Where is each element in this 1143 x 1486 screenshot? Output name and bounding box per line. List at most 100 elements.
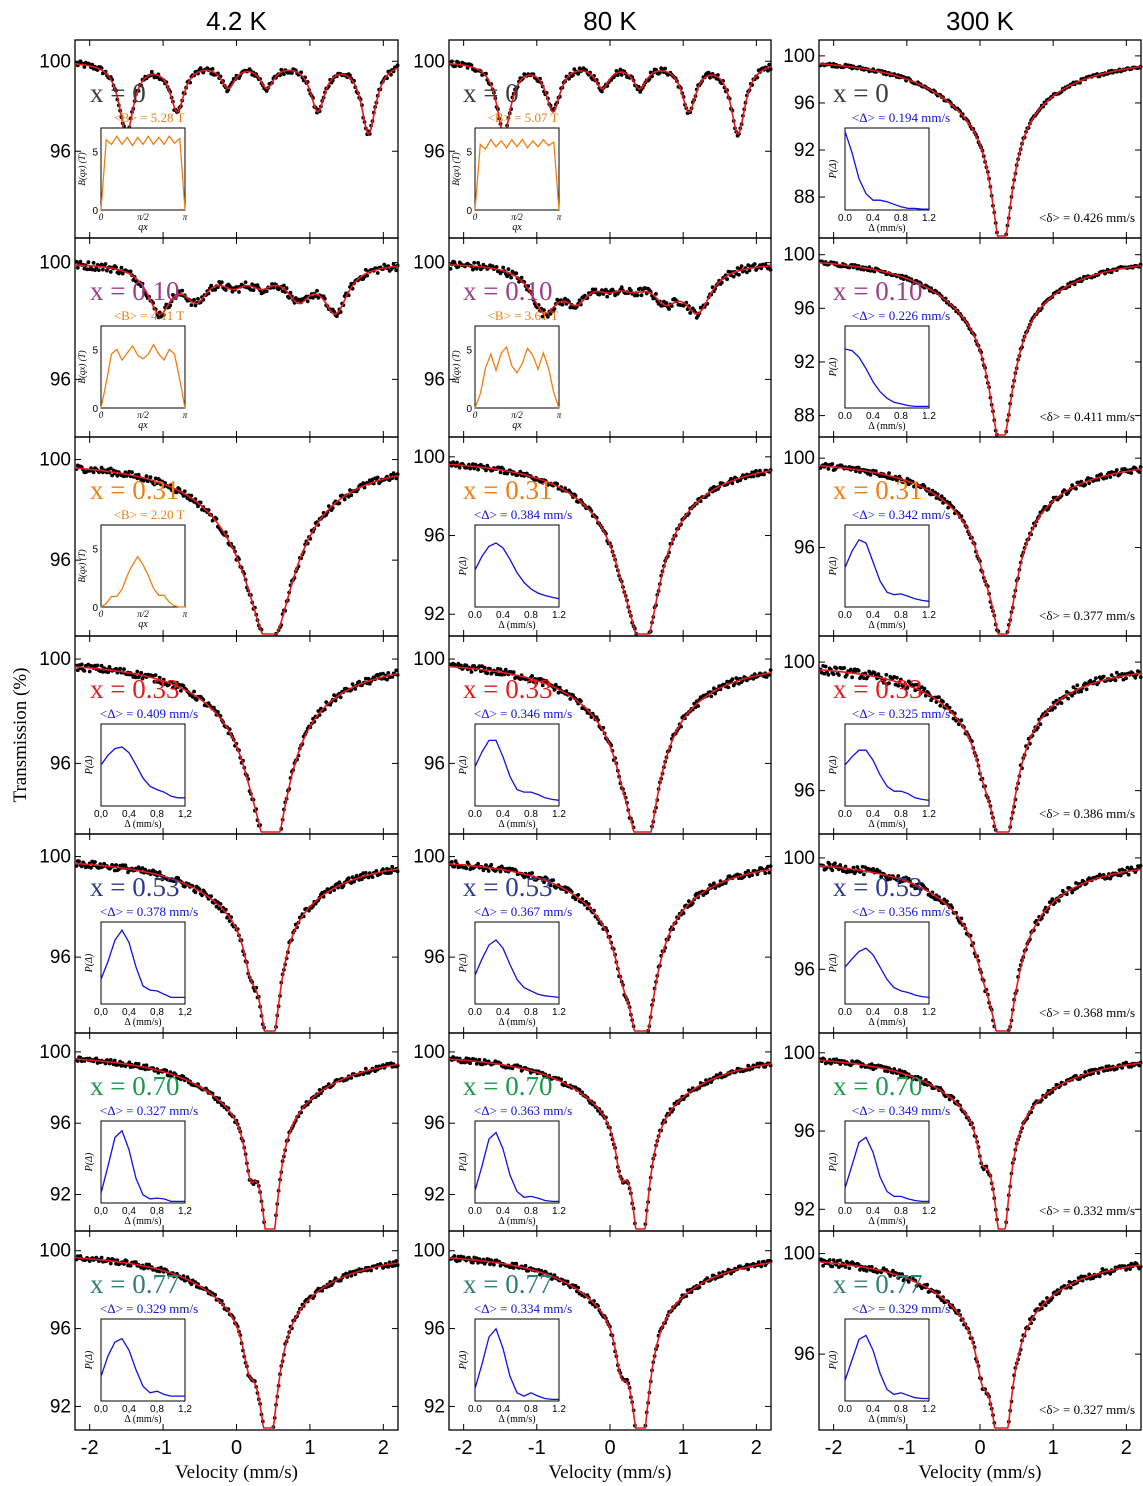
inset-x-tick-label: 1.2: [922, 1007, 936, 1018]
data-point: [365, 273, 370, 278]
inset-x-label: qx: [512, 420, 522, 431]
inset-average-label: <Δ> = 0.226 mm/s: [852, 308, 950, 323]
composition-label: x = 0.31: [90, 475, 179, 505]
data-point: [155, 75, 160, 80]
data-point: [827, 862, 832, 867]
y-tick-label: 100: [413, 253, 445, 274]
inset-x-tick-label: 1.2: [922, 809, 936, 820]
inset-frame: [844, 524, 930, 608]
composition-label: x = 0.33: [90, 674, 179, 704]
inset-frame: [474, 524, 560, 608]
data-point: [103, 262, 108, 266]
inset-x-tick-label: 0.0: [468, 1206, 482, 1217]
inset-average-label: <Δ> = 0.384 mm/s: [474, 507, 572, 522]
data-point: [77, 859, 81, 864]
data-point: [619, 73, 624, 77]
y-tick-label: 100: [783, 448, 815, 469]
data-point: [746, 869, 751, 873]
inset-average-label: <Δ> = 0.363 mm/s: [474, 1103, 572, 1118]
data-point: [357, 679, 362, 684]
y-tick-label: 100: [783, 46, 815, 67]
inset-average-label: <Δ> = 0.194 mm/s: [852, 110, 950, 125]
data-point: [180, 288, 185, 293]
data-point: [731, 274, 736, 279]
inset-frame: [844, 723, 930, 807]
inset-x-tick-label: 0,0: [94, 1007, 108, 1018]
composition-label: x = 0.10: [463, 276, 552, 306]
inset-frame: [100, 325, 186, 409]
y-tick-label: 100: [413, 51, 445, 72]
isomer-shift-label: <δ> = 0.386 mm/s: [1039, 806, 1135, 821]
inset-x-tick-label: π: [183, 609, 188, 619]
y-tick-label: 96: [50, 141, 71, 162]
data-point: [464, 866, 469, 871]
inset-x-label: Δ (mm/s): [868, 819, 905, 830]
inset-frame: [474, 325, 560, 409]
y-tick-label: 96: [424, 369, 445, 390]
inset-y-label: P(Δ): [84, 953, 95, 973]
data-point: [135, 669, 140, 674]
data-point: [1138, 465, 1143, 469]
data-point: [219, 280, 224, 285]
inset-y-label: P(Δ): [828, 953, 839, 973]
data-point: [270, 282, 274, 286]
data-point: [108, 270, 113, 274]
composition-label: x = 0.53: [833, 872, 922, 902]
y-tick-label: 96: [50, 1113, 71, 1134]
data-point: [342, 497, 347, 502]
y-tick-label: 92: [50, 1396, 71, 1417]
composition-label: x = 0.31: [833, 475, 922, 505]
y-tick-label: 96: [424, 947, 445, 968]
data-point: [635, 293, 640, 298]
data-point: [375, 271, 380, 275]
data-point: [1137, 470, 1142, 474]
data-point: [255, 283, 260, 288]
inset-y-tick-label: 0: [92, 603, 98, 614]
composition-label: x = 0.10: [90, 276, 179, 306]
inset-y-label: B(qx) (T): [77, 549, 87, 582]
data-point: [251, 288, 256, 292]
inset-x-label: Δ (mm/s): [868, 1216, 905, 1227]
composition-label: x = 0.70: [463, 1071, 552, 1101]
composition-label: x = 0.33: [833, 674, 922, 704]
inset-average-label: <B> = 3.61 T: [488, 308, 559, 323]
composition-label: x = 0.31: [463, 475, 552, 505]
y-tick-label: 100: [39, 1241, 71, 1262]
y-tick-label: 100: [413, 1042, 445, 1063]
data-point: [573, 897, 578, 902]
data-point: [386, 671, 391, 675]
inset-average-label: <B> = 2.20 T: [114, 507, 185, 522]
inset: <Δ> = 0.325 mm/s0.0 0.4 0.8 1.2Δ (mm/s)P(Δ): [828, 706, 950, 830]
data-point: [768, 267, 773, 272]
data-point: [713, 691, 718, 696]
inset-y-label: P(Δ): [84, 1152, 95, 1172]
column-title: 300 K: [946, 6, 1015, 36]
data-point: [638, 286, 643, 291]
data-point: [1138, 675, 1143, 679]
y-tick-label: 96: [50, 947, 71, 968]
data-point: [577, 298, 582, 303]
data-point: [1084, 687, 1089, 692]
data-point: [546, 315, 550, 319]
inset-x-tick-label: 0.8: [894, 213, 908, 224]
inset-x-tick-label: 1.2: [922, 411, 936, 422]
inset-y-label: P(Δ): [84, 755, 95, 775]
inset-x-label: qx: [512, 222, 522, 233]
data-point: [99, 1255, 104, 1260]
data-point: [230, 289, 235, 294]
inset-x-tick-label: 0.0: [838, 1206, 852, 1217]
inset-average-label: <B> = 4.11 T: [114, 308, 184, 323]
inset-x-tick-label: π: [183, 212, 188, 222]
data-point: [394, 668, 399, 673]
y-tick-label: 96: [794, 93, 815, 114]
data-point: [74, 864, 79, 868]
inset-average-label: <Δ> = 0.409 mm/s: [100, 706, 198, 721]
